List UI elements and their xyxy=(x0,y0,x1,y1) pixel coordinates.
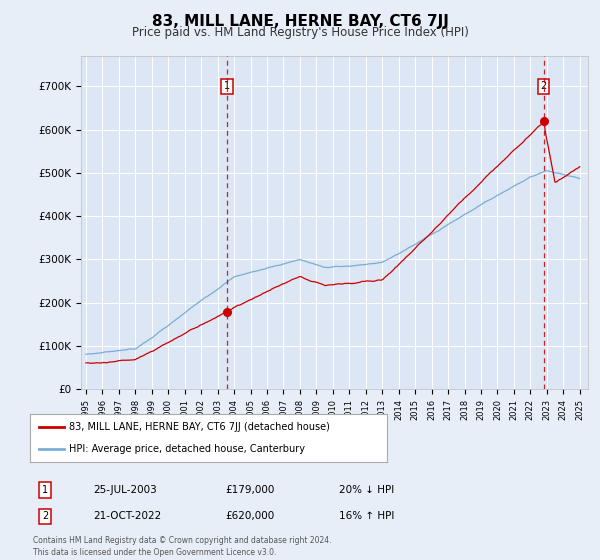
Text: £179,000: £179,000 xyxy=(225,485,274,495)
Text: 25-JUL-2003: 25-JUL-2003 xyxy=(93,485,157,495)
Text: 1: 1 xyxy=(42,485,48,495)
Text: 83, MILL LANE, HERNE BAY, CT6 7JJ: 83, MILL LANE, HERNE BAY, CT6 7JJ xyxy=(152,14,448,29)
Text: Price paid vs. HM Land Registry's House Price Index (HPI): Price paid vs. HM Land Registry's House … xyxy=(131,26,469,39)
Text: 21-OCT-2022: 21-OCT-2022 xyxy=(93,511,161,521)
Text: 20% ↓ HPI: 20% ↓ HPI xyxy=(339,485,394,495)
Text: 1: 1 xyxy=(224,81,230,91)
Text: 2: 2 xyxy=(42,511,48,521)
Text: HPI: Average price, detached house, Canterbury: HPI: Average price, detached house, Cant… xyxy=(69,444,305,454)
Text: 16% ↑ HPI: 16% ↑ HPI xyxy=(339,511,394,521)
Text: 83, MILL LANE, HERNE BAY, CT6 7JJ (detached house): 83, MILL LANE, HERNE BAY, CT6 7JJ (detac… xyxy=(69,422,330,432)
Text: Contains HM Land Registry data © Crown copyright and database right 2024.
This d: Contains HM Land Registry data © Crown c… xyxy=(33,536,331,557)
Text: 2: 2 xyxy=(541,81,547,91)
Text: £620,000: £620,000 xyxy=(225,511,274,521)
